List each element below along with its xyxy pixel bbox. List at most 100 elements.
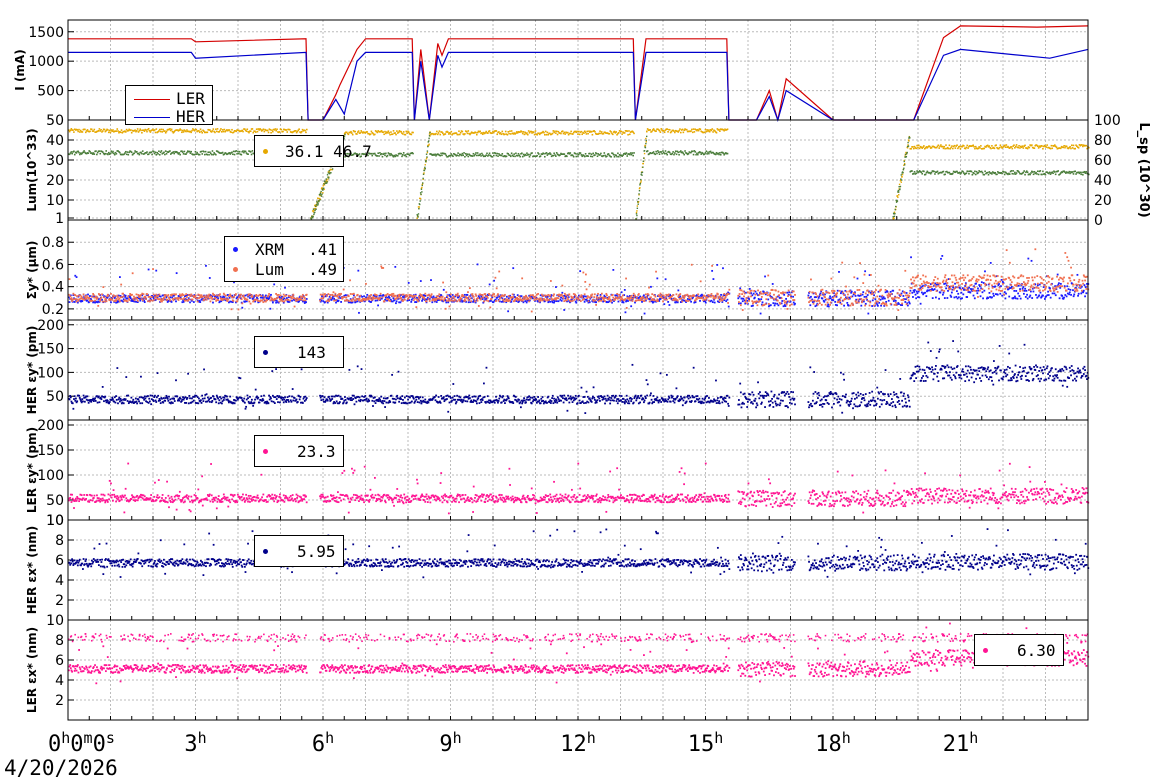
point-lum xyxy=(345,131,348,134)
point-l_sp xyxy=(492,152,494,154)
point-lum xyxy=(140,294,142,296)
point-l_sp xyxy=(935,171,938,173)
point-xrm xyxy=(821,297,824,300)
point-l_sp xyxy=(189,152,192,155)
point-lum xyxy=(131,293,133,296)
point-xrm xyxy=(1034,283,1037,286)
point-l_sp xyxy=(1082,173,1084,176)
point-l_sp xyxy=(627,153,629,155)
point-xrm xyxy=(528,294,531,297)
point-l_sp xyxy=(416,214,418,216)
point-l_sp xyxy=(592,152,595,155)
point-xrm xyxy=(509,294,511,297)
point-l_sp xyxy=(1072,173,1075,175)
point-l_sp xyxy=(674,152,676,154)
point-xrm xyxy=(600,298,603,301)
point-l_sp xyxy=(923,170,925,173)
point-xrm xyxy=(817,297,820,299)
point-lum xyxy=(968,145,970,148)
point-lum xyxy=(68,129,70,131)
point-l_sp xyxy=(242,150,244,152)
point-l_sp xyxy=(232,150,235,153)
point-lum xyxy=(471,132,474,134)
point-lum xyxy=(631,300,634,302)
point-xrm xyxy=(738,302,740,305)
point-xrm xyxy=(268,297,270,299)
point-l_sp xyxy=(529,154,532,156)
point-lum xyxy=(230,131,232,134)
point-xrm xyxy=(235,301,237,304)
point-lum xyxy=(1038,145,1041,147)
point-lum xyxy=(476,133,478,136)
point-l_sp xyxy=(951,173,953,176)
point-l_sp xyxy=(715,151,718,154)
point-lum xyxy=(217,299,219,302)
point-l_sp xyxy=(595,152,598,155)
point-xrm xyxy=(585,295,587,298)
point-lum xyxy=(391,295,394,298)
point-lum xyxy=(271,297,274,300)
point-l_sp xyxy=(478,154,481,157)
point-xrm xyxy=(291,299,293,302)
point-lum xyxy=(659,131,662,133)
point-lum xyxy=(1003,144,1006,147)
point-l_sp xyxy=(131,153,134,156)
point-lum xyxy=(70,128,73,130)
point-xrm xyxy=(382,294,385,297)
point-lum xyxy=(598,296,601,299)
point-lum xyxy=(113,295,116,297)
point-lum xyxy=(136,128,139,130)
point-lum xyxy=(172,131,175,134)
point-l_sp xyxy=(691,150,693,153)
point-l_sp xyxy=(243,151,245,154)
point-l_sp xyxy=(484,155,487,158)
point-l_sp xyxy=(383,152,385,155)
point-l_sp xyxy=(89,150,91,153)
point-lum xyxy=(974,145,977,148)
point-lum xyxy=(1045,146,1048,148)
point-l_sp xyxy=(906,152,908,155)
point-lum xyxy=(164,130,166,132)
point-lum xyxy=(209,130,212,133)
point-lum xyxy=(103,296,105,299)
point-lum xyxy=(212,128,215,130)
point-xrm xyxy=(931,288,933,290)
point-lum xyxy=(555,298,557,301)
point-lum xyxy=(480,132,482,135)
point-l_sp xyxy=(1003,171,1005,173)
point-xrm xyxy=(850,290,853,293)
point-xrm xyxy=(493,279,496,282)
point-xrm xyxy=(414,301,416,303)
point-xrm xyxy=(1003,291,1006,294)
point-l_sp xyxy=(378,155,380,157)
point-lum xyxy=(521,132,524,135)
point-lum xyxy=(1076,145,1078,147)
point-l_sp xyxy=(913,171,916,173)
point-lum xyxy=(537,132,539,135)
point-l_sp xyxy=(971,173,974,176)
point-l_sp xyxy=(158,153,161,156)
point-xrm xyxy=(838,271,840,273)
point-lum xyxy=(1048,146,1050,149)
point-xrm xyxy=(704,300,707,302)
point-lum xyxy=(1082,144,1085,146)
point-lum xyxy=(156,298,159,300)
point-l_sp xyxy=(605,155,607,158)
point-l_sp xyxy=(459,153,461,156)
point-xrm xyxy=(449,295,452,298)
point-lum xyxy=(352,130,355,132)
point-l_sp xyxy=(905,155,908,158)
point-lum xyxy=(226,129,229,132)
point-lum xyxy=(112,294,115,297)
point-lum xyxy=(692,128,695,130)
point-xrm xyxy=(569,301,571,304)
point-lum xyxy=(659,292,662,295)
point-l_sp xyxy=(629,152,632,154)
point-l_sp xyxy=(987,173,990,176)
point-xrm xyxy=(854,291,856,294)
point-l_sp xyxy=(223,153,226,155)
point-lum xyxy=(171,297,174,300)
point-lum xyxy=(158,130,160,132)
point-xrm xyxy=(919,287,921,290)
point-l_sp xyxy=(457,152,459,154)
